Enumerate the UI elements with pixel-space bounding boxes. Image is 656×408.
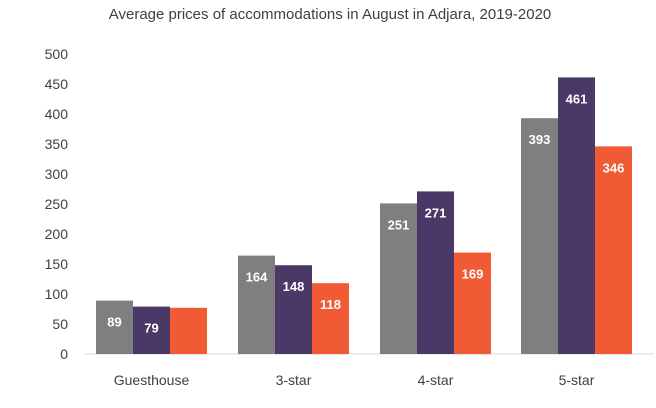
x-category-label: 5-star: [559, 372, 595, 388]
y-tick-label: 100: [45, 286, 69, 302]
data-label: 393: [529, 132, 551, 147]
y-tick-label: 250: [45, 196, 69, 212]
data-label: 89: [107, 315, 121, 330]
y-tick-label: 200: [45, 226, 69, 242]
x-category-label: Guesthouse: [114, 372, 190, 388]
chart-title: Average prices of accommodations in Augu…: [108, 6, 552, 23]
y-tick-label: 400: [45, 106, 69, 122]
data-label: 461: [566, 91, 588, 106]
bar: [454, 252, 491, 354]
y-tick-label: 50: [52, 316, 68, 332]
bar: [558, 77, 595, 355]
data-label: 79: [144, 321, 158, 336]
bar: [170, 307, 207, 354]
y-tick-label: 150: [45, 256, 69, 272]
bar: [133, 306, 170, 354]
y-tick-label: 300: [45, 166, 69, 182]
bar: [96, 300, 133, 354]
bar: [380, 203, 417, 354]
bar: [312, 283, 349, 354]
y-tick-label: 500: [45, 46, 69, 62]
data-label: 346: [603, 160, 625, 175]
x-category-label: 4-star: [418, 372, 454, 388]
y-tick-label: 350: [45, 136, 69, 152]
data-label: 169: [462, 267, 484, 282]
bar: [521, 118, 558, 354]
bar: [417, 191, 454, 354]
bar: [275, 265, 312, 354]
y-tick-label: 450: [45, 76, 69, 92]
data-label: 164: [246, 270, 268, 285]
data-label: 271: [425, 205, 447, 220]
bar: [595, 146, 632, 354]
data-label: 251: [388, 217, 410, 232]
data-label: 118: [320, 297, 341, 312]
data-label: 148: [283, 279, 305, 294]
y-tick-label: 0: [60, 346, 68, 362]
x-category-label: 3-star: [276, 372, 312, 388]
bar: [238, 255, 275, 354]
